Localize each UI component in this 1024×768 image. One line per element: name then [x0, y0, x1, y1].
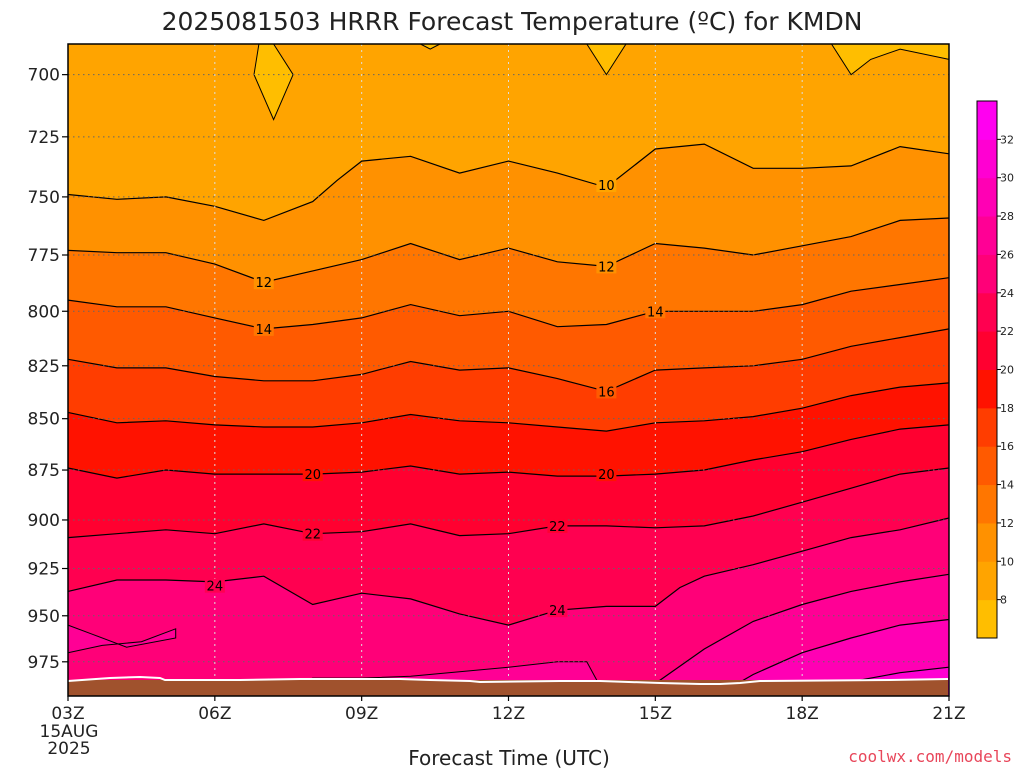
colorbar-swatch: [977, 216, 997, 255]
colorbar-swatch: [977, 101, 997, 140]
isotherm-label-22: 22: [304, 528, 321, 543]
x-tick-label-18Z: 18Z: [786, 704, 819, 724]
y-tick-label-800: 800: [28, 302, 60, 322]
colorbar-label-30: 30: [1000, 172, 1014, 185]
isotherm-label-bg: [547, 603, 568, 618]
isotherm-label-bg: [204, 578, 225, 593]
y-tick-label-700: 700: [28, 66, 60, 86]
colorbar-swatch: [977, 446, 997, 486]
isotherm-10: [67, 143, 950, 222]
x-date-year: 2025: [47, 739, 90, 759]
colorbar-swatch: [977, 484, 997, 524]
colorbar-label-8: 8: [1000, 594, 1007, 607]
isotherm-label-16: 16: [598, 385, 615, 400]
y-tick-label-925: 925: [28, 560, 60, 580]
colorbar: 8 10 12 14 16 18 20 22 24 26 28 30 32: [976, 100, 1014, 639]
x-tick-label-06Z: 06Z: [198, 704, 231, 724]
isotherm-28: [718, 618, 950, 695]
pocket-1: [420, 44, 440, 50]
x-axis-label: Forecast Time (UTC): [408, 746, 610, 768]
y-tick-label-975: 975: [28, 653, 60, 673]
x-tick-label-03Z: 03Z: [51, 704, 84, 724]
y-axis: 700 725 750 775 800 825 850 875 900 925 950 975: [28, 66, 68, 673]
grid-lines: [68, 44, 949, 696]
colorbar-swatch: [977, 522, 997, 562]
x-tick-label-09Z: 09Z: [345, 704, 378, 724]
colorbar-swatch: [977, 369, 997, 409]
colorbar-swatch: [977, 561, 997, 601]
isotherm-label-14: 14: [256, 323, 273, 338]
colorbar-swatch: [977, 139, 997, 179]
y-tick-label-775: 775: [28, 246, 60, 266]
isotherm-label-bg: [596, 384, 617, 399]
isotherm-labels: 10 12 12 14 14 16 20 20 22 22 24 24: [204, 178, 666, 619]
isotherm-label-bg: [645, 304, 666, 319]
isotherm-label-12: 12: [256, 276, 273, 291]
colorbar-swatch: [977, 331, 997, 370]
isotherm-label-bg: [596, 178, 617, 193]
isotherm-label-bg: [253, 321, 274, 336]
isotherm-label-bg: [547, 518, 568, 533]
colorbar-label-22: 22: [1000, 325, 1014, 338]
colorbar-swatch: [977, 292, 997, 332]
colorbar-label-12: 12: [1000, 517, 1014, 530]
isotherm-26: [654, 573, 950, 684]
chart-title: 2025081503 HRRR Forecast Temperature (ºC…: [162, 7, 863, 36]
colorbar-label-32: 32: [1000, 133, 1014, 146]
y-tick-label-725: 725: [28, 128, 60, 148]
y-tick-label-950: 950: [28, 607, 60, 627]
plot-area: 10 12 12 14 14 16 20 20 22 22 24 24: [67, 43, 950, 697]
isotherm-label-10: 10: [598, 179, 615, 194]
colorbar-label-14: 14: [1000, 479, 1014, 492]
x-date-day: 15AUG: [40, 722, 99, 742]
colorbar-label-16: 16: [1000, 440, 1014, 453]
isotherm-label-20: 20: [304, 468, 321, 483]
isotherm-label-bg: [596, 259, 617, 274]
isotherm-label-bg: [302, 526, 323, 541]
isotherm-label-bg: [596, 467, 617, 482]
y-tick-label-825: 825: [28, 357, 60, 377]
isotherm-label-24: 24: [207, 580, 224, 595]
colorbar-swatch: [977, 407, 997, 447]
colorbar-label-18: 18: [1000, 402, 1014, 415]
isotherm-label-22: 22: [549, 520, 566, 535]
colorbar-label-10: 10: [1000, 555, 1014, 568]
colorbar-swatch: [977, 177, 997, 217]
isotherm-20: [67, 424, 950, 479]
isotherm-label-14: 14: [647, 305, 664, 320]
terrain-edge: [67, 675, 949, 685]
pocket-4: [68, 625, 176, 653]
isotherm-label-bg: [253, 275, 274, 290]
isotherm-16: [67, 328, 950, 393]
isotherm-label-20: 20: [598, 468, 615, 483]
isotherm-22: [67, 467, 950, 539]
y-tick-label-875: 875: [28, 461, 60, 481]
colorbar-label-28: 28: [1000, 210, 1014, 223]
y-tick-label-900: 900: [28, 511, 60, 531]
x-tick-label-15Z: 15Z: [639, 704, 672, 724]
isotherm-label-bg: [302, 467, 323, 482]
x-tick-label-12Z: 12Z: [492, 704, 525, 724]
isotherm-label-24: 24: [549, 604, 566, 619]
site-watermark: coolwx.com/models: [848, 747, 1012, 766]
colorbar-label-26: 26: [1000, 248, 1014, 261]
colorbar-label-20: 20: [1000, 364, 1014, 377]
x-axis: 03Z 06Z 09Z 12Z 15Z 18Z 21Z: [51, 696, 966, 724]
pocket-2: [586, 44, 626, 75]
pocket-0: [254, 44, 294, 120]
colorbar-swatch: [977, 599, 997, 639]
temperature-fill-bands: [68, 44, 949, 697]
y-tick-label-750: 750: [28, 188, 60, 208]
colorbar-label-24: 24: [1000, 287, 1014, 300]
colorbar-swatch: [977, 254, 997, 294]
y-tick-label-850: 850: [28, 410, 60, 430]
x-tick-label-21Z: 21Z: [932, 704, 965, 724]
isotherm-label-12: 12: [598, 260, 615, 275]
